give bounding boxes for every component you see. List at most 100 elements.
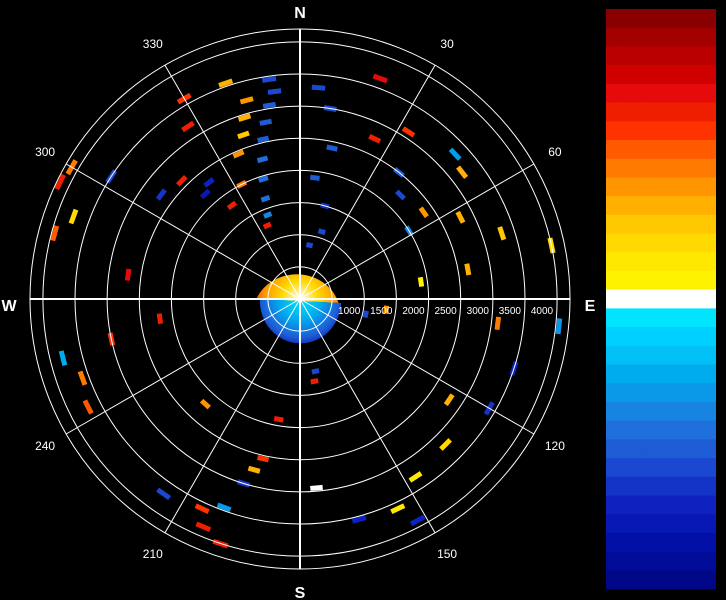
echo-cell [194,503,210,514]
legend-label: -8.67m/s [609,538,652,550]
azimuth-label: 210 [143,547,163,561]
legend-swatch [606,345,716,365]
echo-cell [156,313,164,325]
legend-swatch [606,439,716,459]
grid-labels: N S E W 30 60 120 150 210 240 300 330 1000 1500 20… [1,5,595,600]
echo-cell [455,210,466,224]
echo-cell [417,276,425,287]
legend-label: 4.00m/s [609,182,649,194]
legend-label: 8.00m/s [609,70,649,82]
legend-swatch [606,495,716,515]
echo-cell [260,194,271,203]
echo-cell [309,174,320,181]
legend-swatch [606,532,716,553]
west-label: W [1,298,17,315]
echo-cell [50,225,60,242]
legend-swatch [606,476,716,496]
legend-swatch [606,27,716,47]
legend-swatch [606,327,716,347]
echo-cell [257,135,270,143]
legend-swatch [606,102,716,122]
echo-cell [311,368,320,375]
azimuth-line [299,298,436,534]
echo-cell [362,310,370,319]
legend-label: 8.67m/s [609,51,649,63]
legend-swatch [606,233,716,253]
azimuth-line [299,298,535,435]
azimuth-line [299,64,436,300]
legend-swatch [606,383,716,403]
echo-cell [237,130,250,140]
range-label: 4000 [531,306,554,317]
echo-cell [439,438,452,451]
legend-label: 5.33m/s [609,145,649,157]
echo-cell [232,149,245,159]
echo-cell [351,515,367,524]
legend-label: -6.00m/s [609,463,652,475]
echo-cell [310,378,319,385]
legend-label: -3.33m/s [609,388,652,400]
legend-swatch [606,401,716,422]
echo-cell [262,101,277,109]
legend-label: -4.67m/s [609,426,652,438]
east-label: E [585,298,596,315]
legend-label: -2.67m/s [609,370,652,382]
azimuth-line [65,163,301,300]
echo-cell [259,118,273,126]
range-label: 2500 [434,306,457,317]
legend-label: -6.67m/s [609,482,652,494]
echo-cell [239,96,254,105]
azimuth-line [65,298,301,435]
echo-cell [54,173,66,191]
legend-swatch [606,514,716,534]
legend-label: 6.00m/s [609,126,649,138]
echo-cell [317,228,327,236]
echo-cell [256,155,269,164]
legend-swatch [606,83,716,103]
echo-cell [176,175,188,187]
legend-swatch [606,196,716,216]
echo-cell [448,147,462,161]
echo-cell [408,471,423,483]
polar-grid [29,28,571,570]
echo-cell [155,188,167,201]
legend-swatch [606,570,716,590]
azimuth-label: 300 [35,145,55,159]
legend-label: 2.00m/s [609,239,649,251]
echo-cell [247,465,261,474]
echo-cell [383,305,390,314]
legend-swatch [606,65,716,85]
legend-swatch [606,420,716,440]
echo-cell [310,484,323,491]
echo-cell [199,188,211,200]
azimuth-label: 60 [548,145,562,159]
velocity-legend: 10.00m/s 9.33m/s 8.67m/s 8.00m/s 7.33m/s 6.67… [606,9,716,590]
echo-cell [311,84,326,91]
legend-label: 7.33m/s [609,89,649,101]
echo-cell [372,73,388,84]
echo-cell [409,514,426,527]
echo-cell [494,316,502,331]
echo-cell [267,88,282,95]
legend-swatch [606,9,716,29]
echo-cell [261,75,277,83]
echo-cell [68,208,79,225]
legend-swatch [606,364,716,384]
north-label: N [294,5,306,22]
legend-swatch [606,289,716,309]
legend-label: 3.33m/s [609,201,649,213]
echo-cell [203,177,215,188]
echo-cell [395,189,406,201]
legend-swatch [606,158,716,178]
legend-label: -7.33m/s [609,501,652,513]
echo-cell [443,393,455,407]
legend-swatch [606,308,716,328]
echo-cell [156,487,172,501]
azimuth-label: 330 [143,37,163,51]
echo-cell [77,370,88,386]
echo-cell [82,399,94,415]
legend-swatch [606,551,716,571]
echo-cell [401,126,416,138]
echo-cell [199,398,211,410]
